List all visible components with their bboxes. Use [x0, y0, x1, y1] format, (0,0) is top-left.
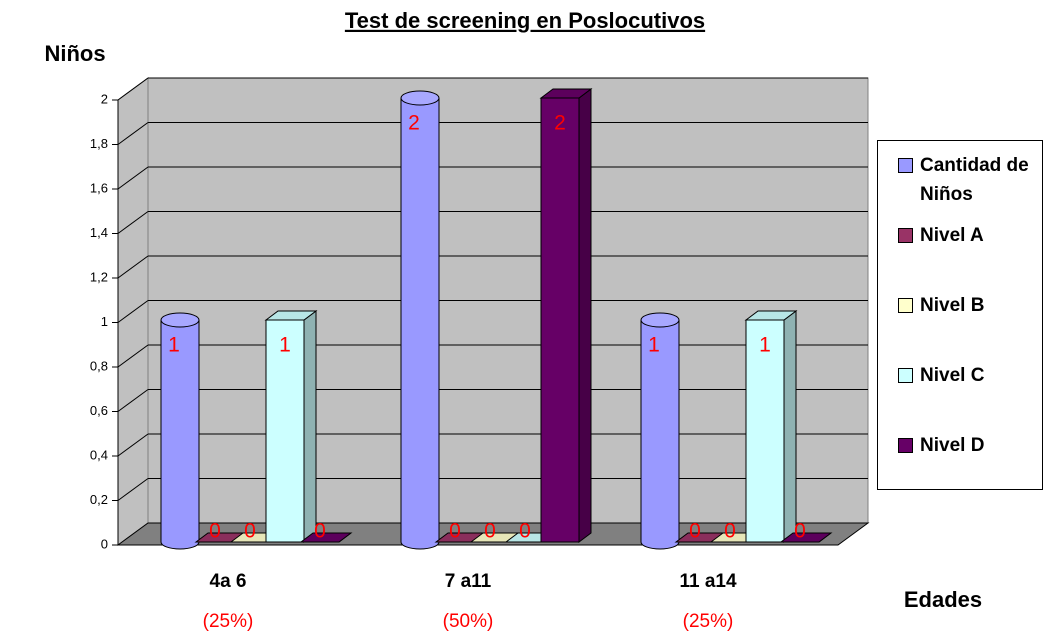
y-axis-label: Niños	[44, 41, 105, 66]
data-label: 0	[689, 520, 701, 543]
data-label: 0	[724, 520, 736, 543]
annotation: (25%)	[203, 611, 254, 632]
data-label: 0	[794, 520, 806, 543]
grid-line	[117, 478, 149, 501]
data-label: 1	[648, 334, 660, 357]
legend-entry: Nivel C	[896, 361, 1036, 390]
data-label: 0	[244, 520, 256, 543]
bar-top	[400, 90, 440, 106]
x-tick-label: 11 a14	[679, 571, 736, 592]
data-label: 0	[519, 520, 531, 543]
x-axis-label: Edades	[904, 587, 982, 612]
grid-line	[117, 211, 149, 234]
legend-entry: Nivel D	[896, 431, 1036, 460]
legend-label: Nivel D	[920, 435, 985, 456]
y-tick-label: 1,2	[90, 269, 108, 284]
y-tick-label: 0,8	[90, 358, 108, 373]
grid-line	[117, 255, 149, 279]
grid-line	[117, 166, 149, 190]
bar-top	[299, 532, 353, 543]
annotation: (50%)	[443, 611, 494, 632]
y-tick-label: 1,6	[90, 180, 108, 195]
bar-side	[783, 310, 797, 543]
data-label: 2	[554, 112, 566, 135]
y-tick-label: 0,2	[90, 492, 108, 507]
bar-side	[303, 310, 317, 543]
bar-top	[779, 532, 833, 543]
grid-line	[117, 122, 149, 145]
y-tick-label: 1,8	[90, 136, 108, 151]
legend-label: Nivel A	[920, 225, 984, 246]
bar-top	[744, 310, 798, 321]
x-tick-label: 7 a11	[445, 571, 492, 592]
data-label: 0	[449, 520, 461, 543]
bar-top	[264, 310, 318, 321]
y-tick-label: 1	[101, 314, 108, 329]
legend-label: Nivel C	[920, 365, 985, 386]
grid-line	[117, 300, 149, 323]
data-label: 1	[279, 334, 291, 357]
data-label: 1	[168, 334, 180, 357]
chart-title: Test de screening en Poslocutivos	[345, 8, 705, 33]
data-label: 2	[408, 112, 420, 135]
bar	[161, 320, 199, 542]
grid-line	[117, 344, 149, 368]
x-tick-label: 4a 6	[210, 571, 247, 592]
bar	[401, 98, 439, 542]
data-label: 0	[209, 520, 221, 543]
bar-side	[578, 88, 592, 543]
bar	[745, 319, 785, 543]
legend-entry: Nivel B	[896, 291, 1036, 320]
grid-line	[117, 433, 149, 457]
legend-swatch	[898, 158, 913, 173]
data-label: 0	[314, 520, 326, 543]
y-tick-label: 1,4	[90, 225, 108, 240]
bar-top	[539, 88, 593, 99]
legend-label: Nivel B	[920, 295, 985, 316]
y-tick-label: 0,4	[90, 447, 108, 462]
y-tick-label: 0	[101, 536, 108, 551]
legend-label: Cantidad de Niños	[920, 155, 1029, 205]
grid-line	[117, 389, 149, 412]
legend-swatch	[898, 298, 913, 313]
legend: Cantidad de Niños Nivel A Nivel B Nivel C Ni…	[877, 140, 1043, 490]
legend-swatch	[898, 228, 913, 243]
data-label: 1	[759, 334, 771, 357]
y-tick-label: 0,6	[90, 403, 108, 418]
annotation: (25%)	[683, 611, 734, 632]
bar	[265, 319, 305, 543]
legend-entry: Nivel A	[896, 221, 1036, 250]
grid-line	[117, 77, 149, 101]
legend-swatch	[898, 368, 913, 383]
data-label: 0	[484, 520, 496, 543]
bar-top	[160, 312, 200, 328]
bar	[540, 97, 580, 543]
y-tick-label: 2	[101, 91, 108, 106]
bar	[641, 320, 679, 542]
bar-top	[640, 312, 680, 328]
legend-entry: Cantidad de Niños	[896, 151, 1036, 209]
legend-swatch	[898, 438, 913, 453]
